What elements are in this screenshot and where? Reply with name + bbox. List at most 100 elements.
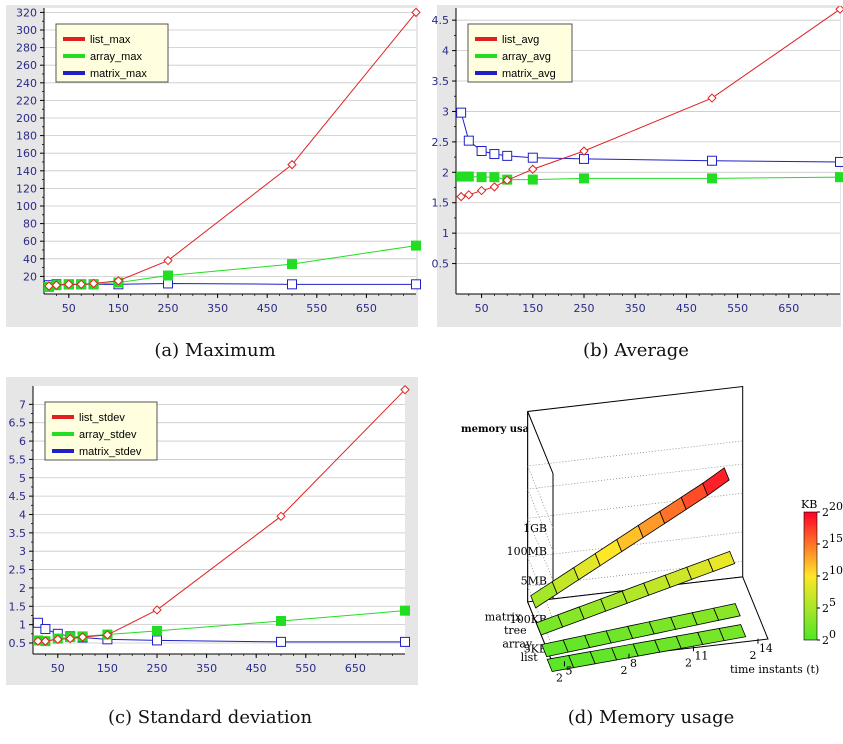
ribbon-cell — [713, 603, 741, 621]
x-tick-label: 650 — [356, 302, 377, 315]
legend-entry: array_stdev — [79, 429, 137, 441]
y-tick-label: 4.5 — [9, 490, 27, 503]
legend-swatch — [52, 449, 74, 453]
panel-average: 0.5 1 1.5 2 2.5 3 3.5 4 4.5 50 150 250 350 450 550 650 l… — [421, 0, 843, 372]
data-point — [77, 632, 88, 642]
y-tick-label: 260 — [16, 59, 37, 72]
series-list_avg — [456, 6, 843, 202]
data-point — [476, 185, 487, 196]
data-point — [835, 172, 843, 183]
y-tick-label: 220 — [16, 94, 37, 107]
series-list_max — [44, 7, 421, 291]
x-tick-label: 350 — [625, 302, 646, 315]
data-point — [400, 605, 410, 616]
data-point — [44, 281, 54, 291]
y-tick-label: 80 — [23, 218, 37, 231]
y-tick-label: 4 — [442, 45, 449, 58]
colorbar-unit: KB — [801, 498, 817, 511]
x-tick-label: 350 — [196, 662, 217, 675]
z-tick-label: 5KB — [524, 642, 547, 655]
data-point — [53, 634, 63, 645]
y-tick-label: 140 — [16, 165, 37, 178]
x-tick-label: 350 — [207, 302, 228, 315]
data-point — [835, 156, 843, 167]
colorbar-tick-exponent: 10 — [829, 564, 843, 577]
colorbar-tick-label: 2 — [822, 602, 829, 615]
data-point — [456, 107, 467, 118]
data-point — [463, 135, 474, 146]
data-point — [33, 636, 43, 646]
x-tick-label: 150 — [97, 662, 118, 675]
x-tick-label: 550 — [306, 302, 327, 315]
ribbon-matrix — [530, 467, 730, 609]
data-point — [88, 278, 99, 289]
data-point — [489, 182, 500, 192]
data-point — [51, 280, 62, 290]
data-point — [502, 175, 512, 185]
y-tick-label: 3.5 — [9, 527, 27, 540]
y-tick-label: 3.5 — [432, 75, 450, 88]
data-point — [102, 630, 113, 640]
ribbon-cell — [718, 624, 747, 642]
y-tick-label: 3 — [19, 545, 26, 558]
memory-title: memory usage — [461, 424, 543, 435]
legend-swatch — [63, 71, 85, 75]
x-tick-exponent: 8 — [630, 657, 637, 670]
x-tick-exponent: 5 — [565, 664, 572, 677]
y-tick-label: 7 — [19, 398, 26, 411]
y-tick-label: 2.5 — [9, 564, 27, 577]
data-point — [400, 384, 410, 395]
data-point — [33, 617, 43, 628]
x-axis-label: time instants (t) — [730, 663, 819, 676]
colorbar-tick-label: 2 — [822, 570, 829, 583]
legend-entry: matrix_max — [90, 68, 147, 80]
colorbar-tick-exponent: 5 — [829, 596, 836, 609]
legend-swatch — [63, 37, 85, 41]
chart-memory: memory usage 5KB 10 0 KB 5MB 100MB 1GB matrixtre… — [461, 385, 843, 684]
panel-maximum: 20 40 60 80 100 120 140 160 180 200 220 240 260 280 30… — [0, 0, 421, 372]
data-point — [707, 93, 717, 103]
x-tick-label: 150 — [108, 302, 129, 315]
data-point — [411, 240, 421, 251]
y-tick-label: 1.5 — [432, 197, 450, 210]
data-point — [411, 279, 421, 290]
data-point — [527, 174, 538, 185]
y-tick-label: 280 — [16, 42, 37, 55]
y-tick-label: 0.5 — [432, 258, 450, 271]
colorbar-tick-label: 2 — [822, 538, 829, 551]
y-tick-label: 120 — [16, 182, 37, 195]
y-tick-label: 5.5 — [9, 453, 27, 466]
y-tick-label: 6 — [19, 435, 26, 448]
y-tick-label: 3 — [442, 105, 449, 118]
y-tick-label: 20 — [23, 270, 37, 283]
data-point — [65, 633, 75, 644]
z-tick-label: 1GB — [523, 522, 547, 535]
y-tick-label: 240 — [16, 77, 37, 90]
x-tick-label: 450 — [246, 662, 267, 675]
colorbar-tick-exponent: 15 — [829, 532, 843, 545]
legend-swatch — [475, 37, 497, 41]
colorbar-tick-exponent: 0 — [829, 628, 836, 641]
legend-swatch — [475, 54, 497, 58]
y-tick-label: 0.5 — [9, 637, 27, 650]
data-point — [276, 511, 286, 522]
legend-entry: list_max — [90, 34, 131, 46]
data-point — [707, 155, 717, 166]
y-tick-label: 40 — [23, 253, 37, 266]
data-point — [152, 625, 162, 636]
data-point — [40, 624, 51, 635]
x-tick-label: 450 — [676, 302, 697, 315]
x-tick-label: 250 — [158, 302, 179, 315]
x-tick-exponent: 14 — [759, 642, 773, 655]
x-tick-label: 550 — [295, 662, 316, 675]
x-tick-label: 250 — [147, 662, 168, 675]
legend: list_max array_max matrix_max — [55, 23, 169, 83]
legend-entry: list_avg — [502, 34, 539, 46]
data-point — [456, 191, 466, 202]
ribbon-cell — [702, 467, 730, 497]
y-tick-label: 2 — [19, 582, 26, 595]
x-tick-label: 50 — [51, 662, 65, 675]
data-point — [152, 635, 162, 646]
legend-entry: list_stdev — [79, 412, 125, 424]
data-point — [489, 172, 500, 183]
